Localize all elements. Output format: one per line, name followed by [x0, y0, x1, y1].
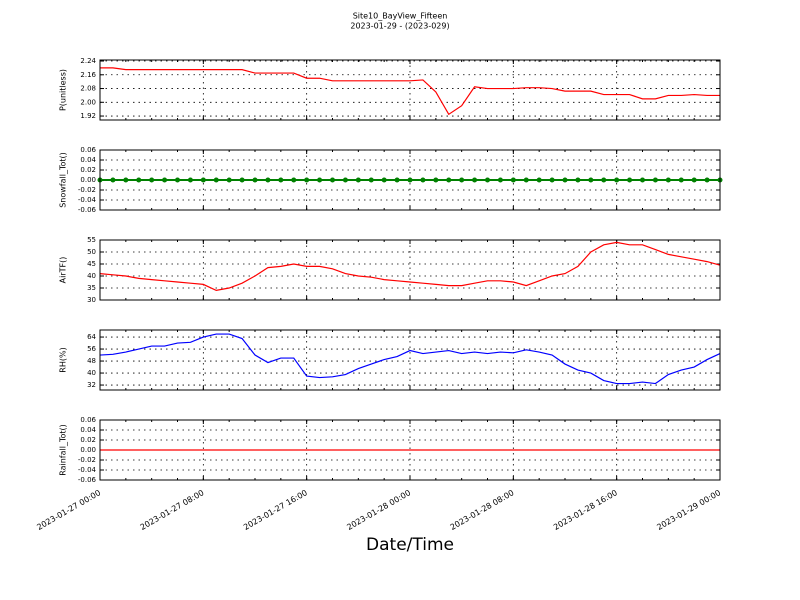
data-point: [485, 177, 490, 183]
y-tick-label: 0.02: [80, 166, 96, 174]
y-tick-label: -0.04: [78, 466, 97, 474]
y-tick-label: -0.02: [78, 456, 96, 464]
data-point: [355, 177, 361, 183]
data-point: [640, 177, 645, 183]
y-tick-label: -0.06: [78, 206, 97, 214]
y-tick-label: -0.06: [78, 476, 97, 484]
y-tick-label: 40: [87, 272, 96, 280]
y-tick-label: 50: [87, 248, 96, 256]
data-point: [368, 177, 374, 183]
data-point: [523, 177, 529, 183]
data-point: [678, 177, 684, 183]
data-point: [123, 177, 129, 183]
plot-frame: [99, 329, 721, 391]
y-tick-label: 30: [87, 296, 96, 304]
data-point: [342, 177, 348, 183]
data-point: [562, 177, 568, 183]
data-point: [575, 177, 581, 183]
data-point: [446, 177, 452, 183]
data-point: [136, 177, 142, 183]
data-point: [420, 177, 426, 183]
data-point: [704, 177, 710, 183]
y-tick-label: 0.04: [80, 426, 96, 434]
data-point: [601, 177, 607, 183]
data-point: [433, 177, 439, 183]
y-tick-label: 2.24: [80, 57, 96, 65]
y-tick-label: 35: [87, 284, 96, 292]
data-point: [536, 177, 542, 183]
y-tick-label: 32: [87, 381, 96, 389]
data-line: [100, 67, 720, 116]
chart-subtitle: 2023-01-29 - (2023-029): [350, 22, 449, 31]
data-point: [588, 177, 594, 183]
y-axis-label: P(unitless): [59, 69, 68, 111]
y-tick-label: 2.16: [80, 71, 96, 79]
data-point: [549, 177, 555, 183]
data-point: [407, 177, 413, 183]
y-axis-label: Snowfall_Tot(): [59, 152, 68, 208]
data-point: [252, 177, 258, 183]
y-tick-label: 40: [87, 369, 96, 377]
data-point: [317, 177, 323, 183]
y-tick-label: 64: [87, 333, 96, 341]
y-tick-label: 0.06: [80, 416, 96, 424]
data-point: [239, 177, 245, 183]
x-axis-label: Date/Time: [366, 535, 454, 555]
data-point: [497, 177, 503, 183]
data-line: [99, 333, 721, 385]
y-tick-label: 48: [87, 357, 96, 365]
y-tick-label: 45: [87, 260, 96, 268]
plot-frame: [99, 149, 721, 211]
y-tick-label: 2.00: [80, 98, 96, 106]
data-point: [381, 177, 387, 183]
y-axis-label: AirTF(): [59, 257, 68, 284]
data-point: [510, 177, 516, 183]
data-point: [627, 177, 633, 183]
data-point: [226, 177, 232, 183]
data-point: [213, 177, 219, 183]
data-point: [265, 177, 271, 183]
data-point: [110, 177, 116, 183]
data-point: [652, 177, 658, 183]
data-line: [99, 241, 721, 292]
y-tick-label: 55: [87, 236, 96, 244]
y-tick-label: 0.02: [80, 436, 96, 444]
data-point: [394, 177, 400, 183]
data-point: [472, 177, 478, 183]
plot-frame: [99, 239, 721, 301]
y-tick-label: 0.04: [80, 156, 96, 164]
y-axis-label: RH(%): [59, 347, 68, 372]
chart-title: Site10_BayView_Fifteen: [353, 12, 448, 21]
data-point: [162, 177, 168, 183]
y-tick-label: 2.08: [80, 85, 96, 93]
y-axis-label: Rainfall_Tot(): [59, 424, 68, 476]
data-point: [200, 177, 206, 183]
data-point: [278, 177, 284, 183]
y-tick-label: -0.02: [78, 186, 96, 194]
y-tick-label: 0.00: [80, 446, 96, 454]
plot-frame: [99, 419, 721, 481]
data-point: [175, 177, 180, 183]
data-point: [304, 177, 310, 183]
data-point: [459, 177, 465, 183]
y-tick-label: 0.00: [80, 176, 96, 184]
data-point: [149, 177, 155, 183]
data-point: [330, 177, 335, 183]
y-tick-label: 0.06: [80, 146, 96, 154]
data-point: [614, 177, 620, 183]
data-point: [665, 177, 671, 183]
y-tick-label: 56: [87, 345, 96, 353]
data-point: [691, 177, 697, 183]
y-tick-label: -0.04: [78, 196, 97, 204]
y-tick-label: 1.92: [80, 112, 96, 120]
plot-frame: [99, 59, 721, 121]
data-point: [187, 177, 193, 183]
data-point: [291, 177, 297, 183]
